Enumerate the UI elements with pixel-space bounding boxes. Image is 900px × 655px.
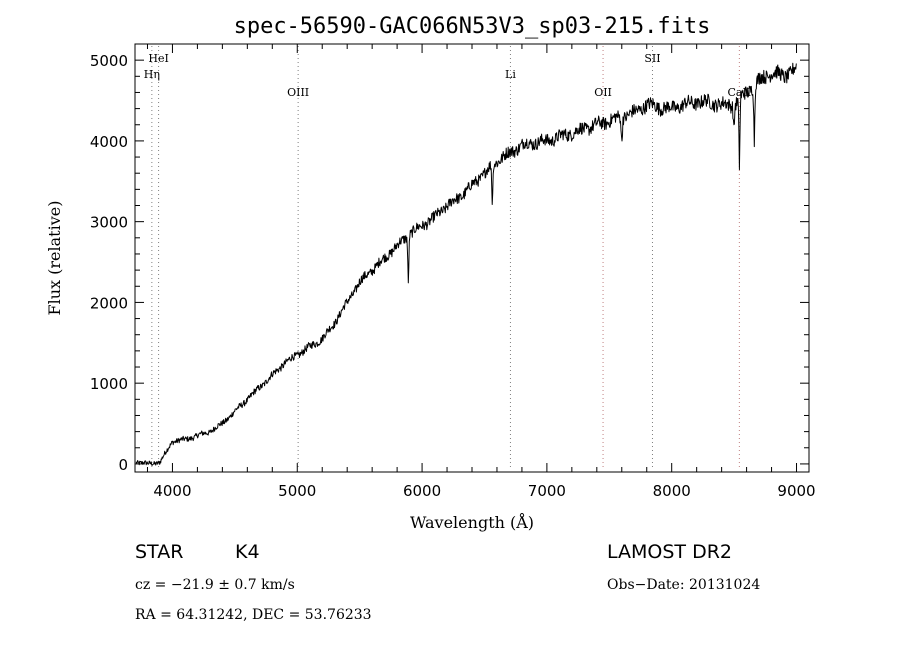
y-tick-label: 4000: [90, 133, 128, 151]
x-axis-label: Wavelength (Å): [410, 512, 534, 532]
ra-dec-coordinates: RA = 64.31242, DEC = 53.76233: [135, 607, 372, 623]
x-tick-label: 7000: [528, 482, 566, 500]
y-tick-label: 5000: [90, 52, 128, 70]
y-tick-label: 2000: [90, 294, 128, 312]
spectrum-line: [135, 62, 797, 466]
object-subclass: K4: [235, 541, 260, 563]
spectral-line-label: Hη: [144, 68, 160, 81]
spectral-line-label: Li: [505, 68, 516, 81]
redshift-cz: cz = −21.9 ± 0.7 km/s: [135, 577, 295, 593]
x-tick-label: 5000: [278, 482, 316, 500]
y-tick-label: 1000: [90, 375, 128, 393]
spectrum-series: [135, 62, 797, 466]
y-axis: 0 1000 2000 3000 4000 5000: [90, 52, 809, 474]
y-axis-label: Flux (relative): [45, 201, 64, 316]
object-class: STAR: [135, 541, 183, 563]
x-tick-label: 9000: [777, 482, 815, 500]
survey-name: LAMOST DR2: [607, 541, 732, 563]
y-tick-label: 3000: [90, 214, 128, 232]
spectral-line-label: OIII: [287, 86, 309, 99]
x-tick-label: 6000: [403, 482, 441, 500]
x-axis: 4000 5000 6000 7000 8000 9000: [146, 44, 816, 500]
spectral-line-label: HeI: [148, 52, 168, 65]
plot-frame: [134, 43, 810, 473]
chart-title: spec-56590-GAC066N53V3_sp03-215.fits: [234, 14, 711, 39]
y-tick-label: 0: [118, 456, 128, 474]
spectral-line-label: OII: [594, 86, 612, 99]
x-tick-label: 4000: [153, 482, 191, 500]
x-tick-label: 8000: [653, 482, 691, 500]
observation-date: Obs−Date: 20131024: [607, 577, 760, 593]
spectral-line-label: SII: [644, 52, 660, 65]
